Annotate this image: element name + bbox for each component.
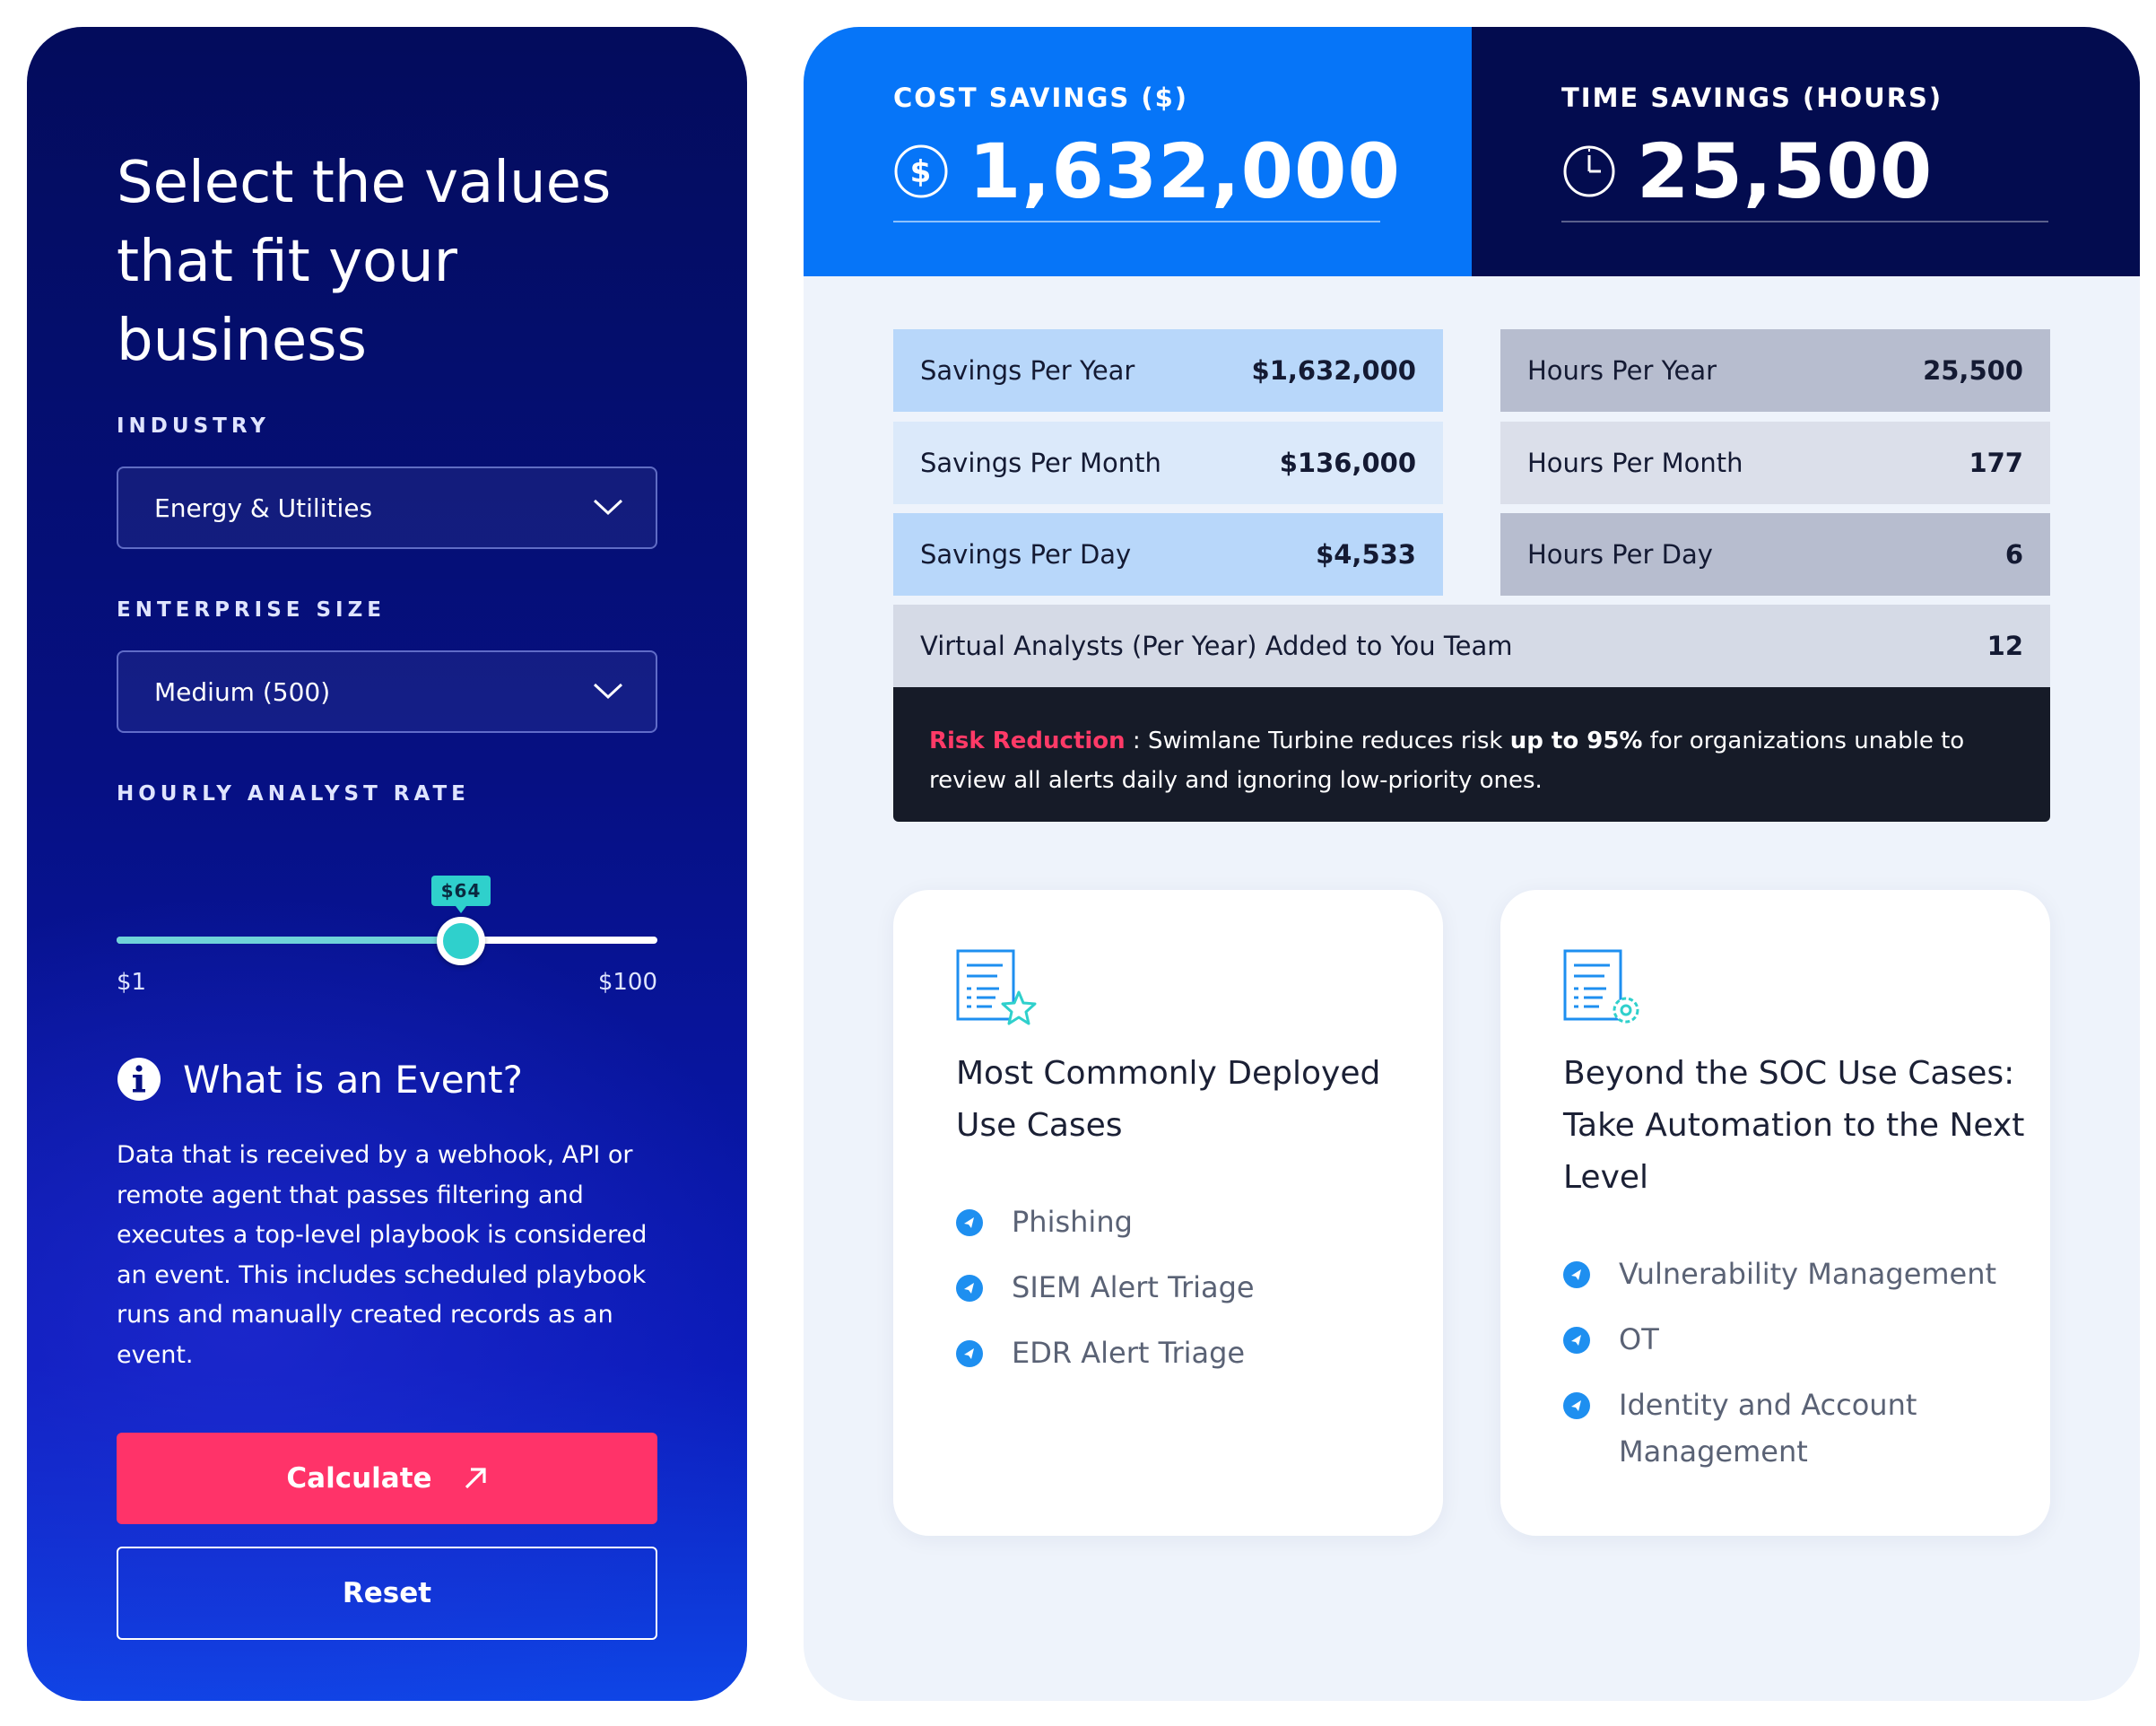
- check-circle-icon: [1563, 1392, 1590, 1419]
- virtual-analysts-value: 12: [1986, 631, 2023, 661]
- use-case-list: Phishing SIEM Alert Triage EDR Alert Tri…: [956, 1199, 1404, 1395]
- event-description: Data that is received by a webhook, API …: [117, 1141, 648, 1369]
- check-circle-icon: [956, 1340, 983, 1367]
- hours-per-day-value: 6: [2004, 539, 2023, 570]
- risk-emphasis: up to 95%: [1509, 728, 1643, 754]
- savings-per-year-label: Savings Per Year: [920, 355, 1135, 386]
- use-case-item-label: Identity and Account Management: [1619, 1388, 1917, 1469]
- time-savings-value: 25,500: [1637, 127, 1934, 215]
- document-star-icon: [956, 949, 1037, 1025]
- use-case-item-label: Vulnerability Management: [1619, 1257, 1997, 1291]
- savings-per-day-row: Savings Per Day $4,533: [893, 513, 1443, 596]
- results-panel: COST SAVINGS ($) $ 1,632,000 TIME SAVING…: [804, 27, 2140, 1701]
- enterprise-size-label: ENTERPRISE SIZE: [117, 598, 386, 622]
- list-item: Identity and Account Management: [1563, 1382, 2012, 1475]
- industry-select[interactable]: Energy & Utilities: [117, 466, 657, 549]
- check-circle-icon: [1563, 1261, 1590, 1288]
- hours-per-year-value: 25,500: [1923, 355, 2023, 386]
- virtual-analysts-row: Virtual Analysts (Per Year) Added to You…: [893, 605, 2050, 687]
- hourly-rate-label: HOURLY ANALYST RATE: [117, 782, 470, 806]
- hours-per-month-label: Hours Per Month: [1527, 448, 1743, 478]
- time-savings-label: TIME SAVINGS (HOURS): [1561, 83, 1943, 113]
- cost-savings-value-row: $ 1,632,000: [893, 127, 1401, 215]
- calculator-input-panel: Select the values that fit your business…: [27, 27, 747, 1701]
- slider-thumb[interactable]: [437, 917, 485, 965]
- panel-headline: Select the values that fit your business: [117, 150, 612, 374]
- info-icon: [117, 1058, 161, 1101]
- list-item: Phishing: [956, 1199, 1404, 1245]
- check-circle-icon: [1563, 1327, 1590, 1354]
- check-circle-icon: [956, 1275, 983, 1302]
- hours-per-year-row: Hours Per Year 25,500: [1500, 329, 2050, 412]
- chevron-down-icon: [593, 499, 623, 516]
- time-savings-value-row: 25,500: [1561, 127, 1933, 215]
- slider-max-label: $100: [597, 969, 657, 996]
- hours-per-month-value: 177: [1969, 448, 2023, 478]
- check-circle-icon: [956, 1209, 983, 1236]
- arrow-up-right-icon: [465, 1468, 486, 1489]
- document-gear-icon: [1563, 949, 1639, 1024]
- use-case-card-title: Beyond the SOC Use Cases: Take Automatio…: [1563, 1055, 2025, 1196]
- calculate-button[interactable]: Calculate: [117, 1433, 657, 1524]
- cost-savings-card: COST SAVINGS ($) $ 1,632,000: [804, 27, 1472, 276]
- list-item: OT: [1563, 1316, 2012, 1363]
- savings-per-day-value: $4,533: [1316, 539, 1416, 570]
- enterprise-size-select[interactable]: Medium (500): [117, 650, 657, 733]
- use-case-card-beyond-soc: Beyond the SOC Use Cases: Take Automatio…: [1500, 890, 2050, 1536]
- time-savings-card: TIME SAVINGS (HOURS) 25,500: [1472, 27, 2140, 276]
- hourly-rate-slider[interactable]: $64: [117, 868, 657, 994]
- cost-savings-value: 1,632,000: [969, 127, 1401, 215]
- hours-per-month-row: Hours Per Month 177: [1500, 422, 2050, 504]
- cost-savings-divider: [893, 221, 1380, 222]
- reset-button-label: Reset: [342, 1577, 432, 1609]
- risk-reduction-title: Risk Reduction: [929, 728, 1126, 754]
- savings-per-month-value: $136,000: [1279, 448, 1416, 478]
- industry-select-value: Energy & Utilities: [154, 493, 373, 523]
- risk-text-before: : Swimlane Turbine reduces risk: [1125, 728, 1510, 754]
- hours-per-day-row: Hours Per Day 6: [1500, 513, 2050, 596]
- savings-per-month-label: Savings Per Month: [920, 448, 1161, 478]
- calculate-button-label: Calculate: [286, 1462, 432, 1495]
- slider-min-label: $1: [117, 969, 147, 996]
- risk-text-after: for organizations unable to review all a…: [929, 728, 1965, 794]
- use-case-card-common: Most Commonly Deployed Use Cases Phishin…: [893, 890, 1443, 1536]
- use-case-item-label: EDR Alert Triage: [1012, 1336, 1246, 1370]
- event-title: What is an Event?: [183, 1057, 523, 1102]
- hours-per-day-label: Hours Per Day: [1527, 539, 1713, 570]
- enterprise-size-select-value: Medium (500): [154, 676, 331, 707]
- risk-reduction-note: Risk Reduction : Swimlane Turbine reduce…: [893, 687, 2050, 822]
- list-item: SIEM Alert Triage: [956, 1264, 1404, 1311]
- chevron-down-icon: [593, 683, 623, 700]
- virtual-analysts-label: Virtual Analysts (Per Year) Added to You…: [920, 631, 1513, 661]
- savings-per-year-value: $1,632,000: [1251, 355, 1416, 386]
- list-item: EDR Alert Triage: [956, 1329, 1404, 1376]
- event-heading: What is an Event?: [117, 1057, 523, 1102]
- use-case-item-label: OT: [1619, 1322, 1659, 1356]
- slider-value-bubble: $64: [431, 876, 491, 913]
- cost-savings-label: COST SAVINGS ($): [893, 83, 1189, 113]
- industry-label: INDUSTRY: [117, 414, 270, 438]
- list-item: Vulnerability Management: [1563, 1251, 2012, 1297]
- use-case-item-label: Phishing: [1012, 1205, 1133, 1239]
- savings-per-year-row: Savings Per Year $1,632,000: [893, 329, 1443, 412]
- svg-text:$: $: [910, 154, 933, 190]
- time-savings-divider: [1561, 221, 2048, 222]
- dollar-circle-icon: $: [894, 144, 948, 198]
- slider-fill: [117, 937, 461, 944]
- hours-per-year-label: Hours Per Year: [1527, 355, 1717, 386]
- savings-per-month-row: Savings Per Month $136,000: [893, 422, 1443, 504]
- use-case-card-title: Most Commonly Deployed Use Cases: [956, 1055, 1381, 1144]
- savings-per-day-label: Savings Per Day: [920, 539, 1132, 570]
- reset-button[interactable]: Reset: [117, 1547, 657, 1640]
- use-case-item-label: SIEM Alert Triage: [1012, 1270, 1255, 1304]
- use-case-list: Vulnerability Management OT Identity and…: [1563, 1251, 2012, 1494]
- clock-icon: [1563, 145, 1615, 197]
